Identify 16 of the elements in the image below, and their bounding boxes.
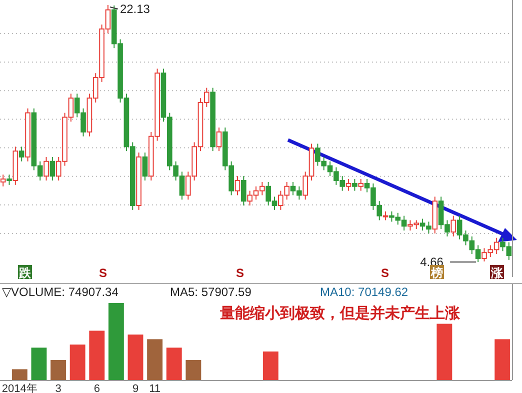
text: 涨 [490,266,504,280]
text: MA5: 57907.59 [170,285,252,299]
x-tick-label: 9 [132,383,139,393]
x-tick-label: 6 [94,383,100,393]
x-tick-label: 11 [149,383,161,393]
text: MA10: 70149.62 [320,285,408,299]
text: S [236,266,244,280]
text: S [98,266,108,280]
x-tick-label: 3 [55,383,62,393]
text: S [380,266,390,280]
annotation: 量能缩小到极致，但是并未产生上涨 [219,304,461,322]
text: ▽VOLUME: 74907.34 [2,285,119,299]
text: 榜 [430,266,443,280]
text: 跌 [18,266,32,280]
x-tick-label: 2014年 [2,383,38,393]
annotation: 22.13 [120,2,150,16]
